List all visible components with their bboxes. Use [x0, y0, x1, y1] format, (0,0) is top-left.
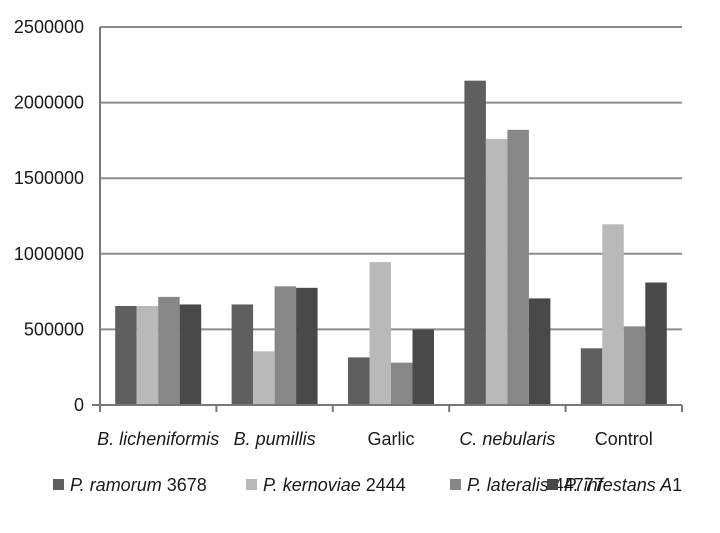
x-axis-ticks [99, 405, 683, 412]
legend-italic-name: P. kernoviae [263, 475, 361, 495]
y-tick-label: 1500000 [14, 168, 84, 188]
bar-1-4 [464, 80, 486, 406]
category-label: C. nebularis [459, 429, 555, 449]
category-labels: B. licheniformis B. pumillis Garlic C. nebu… [97, 429, 653, 449]
category-label: Garlic [367, 429, 414, 449]
legend-plain-name: 2444 [361, 475, 406, 495]
bar-2-5 [602, 224, 624, 405]
legend-swatch [547, 479, 558, 490]
legend-italic-name: P. lateralis [467, 475, 549, 495]
bar-1-3 [348, 357, 370, 405]
bar-3-3 [391, 362, 413, 405]
legend-entry: P. lateralis 44777 [467, 475, 604, 495]
bars [115, 80, 667, 406]
legend-entry: P. ramorum 3678 [70, 475, 207, 495]
y-tick-label: 500000 [24, 319, 84, 339]
legend-plain-name: 3678 [162, 475, 207, 495]
legend-entry: P. kernoviae 2444 [263, 475, 406, 495]
legend-swatch [450, 479, 461, 490]
y-axis-tick-labels: 0 500000 1000000 1500000 2000000 2500000 [14, 17, 84, 415]
bar-4-4 [528, 298, 551, 405]
y-tick-label: 2500000 [14, 17, 84, 37]
bar-1-5 [580, 348, 603, 405]
y-tick-label: 2000000 [14, 93, 84, 113]
legend-swatch [246, 479, 257, 490]
bar-1-2 [231, 304, 254, 405]
legend: P. ramorum 3678 P. kernoviae 2444 P. later… [53, 475, 682, 495]
bar-4-2 [296, 287, 318, 405]
legend-italic-name: P. ramorum [70, 475, 162, 495]
bar-1-1 [115, 305, 137, 405]
bar-3-2 [274, 286, 297, 405]
legend-italic-name: P. infestans A [564, 475, 672, 495]
bar-2-4 [485, 138, 508, 405]
gridlines [100, 26, 682, 331]
legend-plain-name: 44777 [549, 475, 604, 495]
bar-3-5 [623, 326, 646, 405]
category-label: B. licheniformis [97, 429, 219, 449]
category-label: Control [595, 429, 653, 449]
bar-4-5 [645, 282, 667, 405]
legend-swatch [53, 479, 64, 490]
y-tick-label: 1000000 [14, 244, 84, 264]
bar-3-4 [507, 129, 529, 406]
bar-4-3 [412, 329, 434, 405]
bar-2-3 [369, 262, 391, 405]
bar-4-1 [179, 304, 202, 405]
bar-2-2 [253, 351, 275, 405]
legend-plain-name: 1 [672, 475, 682, 495]
bar-3-1 [158, 296, 180, 405]
category-label: B. pumillis [234, 429, 316, 449]
bar-2-1 [136, 305, 159, 405]
legend-entry: P. infestans A1 [564, 475, 682, 495]
y-tick-label: 0 [74, 395, 84, 415]
